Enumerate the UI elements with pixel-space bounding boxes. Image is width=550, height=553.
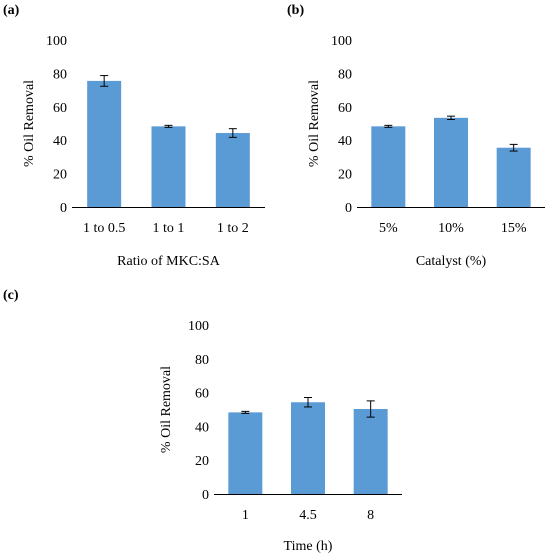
panel-label-c: (c) <box>3 288 19 303</box>
x-tick-label: 10% <box>438 221 464 236</box>
y-axis-title: % Oil Removal <box>22 80 37 167</box>
x-tick-label: 1 <box>242 508 249 523</box>
bar <box>496 147 531 207</box>
panel-label-a: (a) <box>3 3 20 18</box>
y-tick-label: 80 <box>195 353 209 368</box>
y-tick-label: 60 <box>195 387 209 402</box>
bar <box>228 412 263 494</box>
y-tick-label: 0 <box>202 488 209 503</box>
y-tick-label: 20 <box>53 168 67 183</box>
x-axis-title: Time (h) <box>284 539 333 553</box>
x-tick-label: 4.5 <box>299 508 317 523</box>
y-tick-label: 100 <box>46 34 67 49</box>
y-tick-label: 100 <box>188 319 209 334</box>
y-tick-label: 40 <box>53 134 67 149</box>
x-tick-label: 15% <box>501 221 527 236</box>
y-tick-label: 100 <box>331 34 352 49</box>
bar <box>434 117 468 207</box>
x-tick-label: 8 <box>367 508 374 523</box>
bar <box>151 126 186 207</box>
bar <box>291 402 325 494</box>
y-axis-title: % Oil Removal <box>159 366 174 453</box>
panel-label-b: (b) <box>287 3 305 18</box>
x-axis-title: Catalyst (%) <box>416 254 487 269</box>
y-tick-label: 0 <box>345 201 352 216</box>
chart-panel-3: 0 20 40 60 80 100 1 4.5 8 Time (h) % Oil Removal <box>159 319 402 553</box>
x-axis-title: Ratio of MKC:SA <box>117 254 221 269</box>
y-tick-label: 80 <box>53 67 67 82</box>
chart-panel-2: 0 20 40 60 80 100 5% 10% 15% Catalyst (%) % Oil Re… <box>307 34 545 269</box>
y-tick-label: 40 <box>338 134 352 149</box>
y-tick-label: 20 <box>338 168 352 183</box>
bar <box>353 408 388 494</box>
y-tick-label: 60 <box>338 101 352 116</box>
bar <box>215 133 250 207</box>
y-tick-label: 40 <box>195 420 209 435</box>
x-tick-label: 1 to 1 <box>153 221 185 236</box>
y-tick-label: 0 <box>60 201 67 216</box>
bar <box>87 80 122 207</box>
chart-panel-1: 0 20 40 60 80 100 1 to 0.5 1 to 1 1 to 2 Ratio of… <box>22 34 265 269</box>
bar <box>371 126 406 207</box>
x-tick-label: 1 to 0.5 <box>83 221 125 236</box>
y-tick-label: 20 <box>195 454 209 469</box>
x-tick-label: 5% <box>379 221 398 236</box>
x-tick-label: 1 to 2 <box>217 221 249 236</box>
y-tick-label: 80 <box>338 67 352 82</box>
y-tick-label: 60 <box>53 101 67 116</box>
y-axis-title: % Oil Removal <box>307 80 322 167</box>
